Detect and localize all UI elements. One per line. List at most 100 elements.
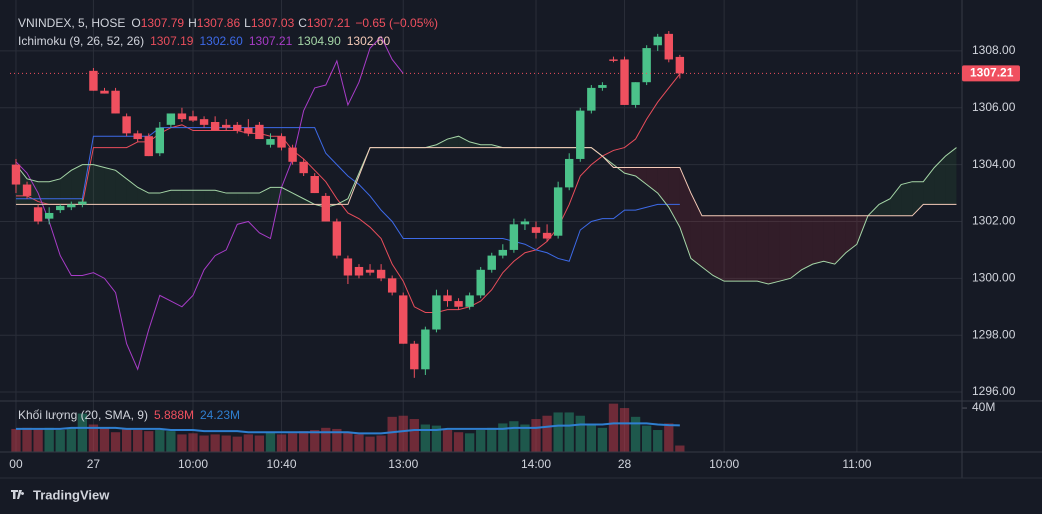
volume-bar [431, 425, 442, 452]
candle-body [89, 70, 98, 91]
y-tick-label: 1308.00 [972, 43, 1016, 57]
volume-bar [310, 430, 320, 452]
cloud [701, 215, 714, 276]
ohlc-key: O [131, 16, 140, 30]
cloud [779, 215, 791, 282]
volume-bar [487, 427, 497, 452]
cloud [181, 190, 194, 205]
candle-body [144, 136, 153, 157]
candle-body [78, 201, 87, 205]
candle-body [598, 85, 607, 88]
volume-bar [675, 445, 685, 452]
volume-bar [133, 430, 143, 452]
cloud [690, 193, 702, 267]
volume-bar [509, 421, 519, 452]
cloud [879, 198, 891, 216]
candle-body [199, 119, 209, 125]
candle-body [177, 113, 187, 120]
cloud [436, 139, 448, 148]
x-tick-label: 10:00 [709, 457, 739, 471]
ohlc-key: H [188, 16, 197, 30]
candle-body [255, 124, 264, 140]
y-tick-label: 1298.00 [972, 327, 1016, 341]
candle-body [277, 136, 286, 148]
volume-bar [476, 430, 486, 452]
ohlc-key: C [298, 16, 307, 30]
cloud [480, 144, 492, 148]
volume-bar [387, 416, 397, 452]
cloud [226, 193, 238, 205]
x-tick-label: 14:00 [521, 457, 551, 471]
volume-bar [88, 424, 99, 452]
volume-bar [332, 428, 342, 452]
ichimoku-legend: Ichimoku (9, 26, 52, 26) 1307.19 1302.60 13… [18, 34, 390, 48]
candle-body [133, 133, 142, 140]
volume-label: Khối lượng (20, SMA, 9) [18, 408, 148, 422]
candle-body [354, 266, 364, 276]
candle-body [531, 227, 541, 233]
candle-body [454, 301, 463, 307]
volume-bar [221, 435, 231, 452]
cloud [934, 156, 946, 205]
cloud [901, 181, 913, 216]
cloud [823, 215, 835, 265]
x-tick-label: 27 [87, 457, 101, 471]
ichimoku-value: 1307.21 [249, 34, 293, 48]
candle-body [509, 224, 519, 250]
y-tick-label: 1302.00 [972, 214, 1016, 228]
volume-bar [243, 434, 253, 452]
candle-body [487, 255, 496, 270]
candle-body [210, 121, 220, 131]
volume-bar [276, 434, 287, 452]
volume-bar [575, 415, 585, 452]
cloud [60, 170, 72, 205]
ichimoku-value: 1302.60 [347, 34, 391, 48]
candle-body [44, 212, 54, 219]
ichimoku-label: Ichimoku (9, 26, 52, 26) [18, 34, 144, 48]
candle-body [498, 249, 508, 256]
volume-bar [99, 427, 110, 452]
cloud [237, 193, 249, 205]
ichimoku-value: 1304.90 [297, 34, 341, 48]
volume-bar [144, 431, 154, 452]
volume-bar [553, 412, 563, 452]
cloud [82, 164, 94, 205]
symbol: VNINDEX, 5, HOSE [18, 16, 125, 30]
logo-text: TradingView [33, 487, 110, 502]
volume-bar [653, 430, 663, 452]
logo-icon [11, 490, 25, 499]
cloud [801, 215, 813, 270]
ichimoku-line [15, 35, 404, 371]
candle-body [343, 258, 353, 276]
volume-bar [354, 434, 364, 452]
volume-bar [121, 428, 132, 452]
volume-bar [55, 430, 65, 452]
candle-body [67, 204, 76, 208]
volume-sma [15, 422, 680, 435]
cloud [757, 215, 769, 285]
volume-bar [586, 424, 596, 452]
cloud [768, 215, 780, 285]
cloud [657, 167, 669, 208]
y-tick-label: 1306.00 [972, 100, 1016, 114]
volume-bar [664, 423, 674, 452]
candle-body [233, 124, 242, 131]
cloud [845, 215, 857, 253]
candle-body [609, 59, 618, 61]
volume-bar [420, 424, 431, 452]
ichimoku-line [15, 135, 957, 285]
header-line: VNINDEX, 5, HOSE O1307.79 H1307.86 L1307.03… [18, 16, 438, 30]
cloud [126, 178, 138, 205]
candle-body [675, 56, 685, 74]
ichimoku-value: 1307.19 [150, 34, 194, 48]
volume-bar [642, 425, 652, 452]
volume-bar [199, 435, 209, 452]
cloud [38, 181, 50, 205]
ichimoku-line [15, 127, 680, 262]
cloud [292, 193, 304, 205]
x-tick-label: 11:00 [842, 457, 871, 471]
plot-layer [10, 31, 962, 452]
candle-body [565, 158, 574, 188]
cloud [248, 193, 260, 205]
cloud [834, 215, 846, 265]
